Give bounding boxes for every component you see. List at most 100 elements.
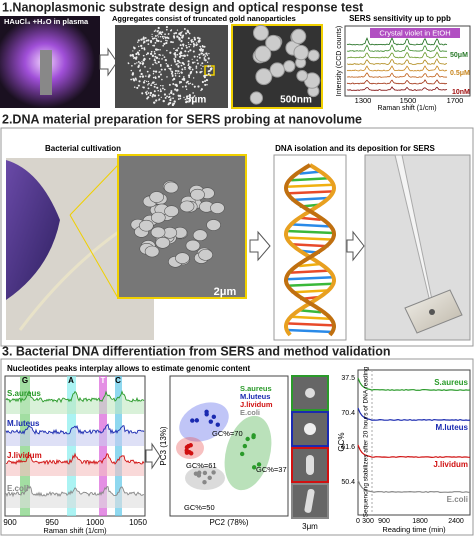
particle <box>154 70 158 73</box>
particle <box>164 33 166 36</box>
particle <box>199 45 201 48</box>
peak-label: T <box>101 376 106 385</box>
particle <box>164 68 167 71</box>
particle <box>183 54 186 57</box>
particle <box>159 35 162 38</box>
particle <box>188 45 191 48</box>
particle <box>181 68 184 71</box>
concentration-label: 0.5μM <box>450 70 470 77</box>
particle <box>146 90 148 92</box>
particle <box>137 84 140 87</box>
particle <box>180 47 183 50</box>
particle <box>174 55 177 58</box>
particle <box>167 65 170 67</box>
bacterium <box>149 191 164 203</box>
particle <box>170 72 173 75</box>
zoom-line <box>69 214 119 299</box>
x-axis-label: PC2 (78%) <box>209 518 248 527</box>
particle <box>157 75 161 78</box>
particle <box>153 59 156 62</box>
bacterium <box>192 229 208 242</box>
particle <box>163 42 166 46</box>
arrow <box>249 230 271 262</box>
particle <box>139 75 142 78</box>
particle <box>156 30 159 33</box>
pca-point <box>188 443 193 448</box>
particle <box>164 36 167 39</box>
spectrum <box>346 51 448 59</box>
spectrum <box>346 79 448 85</box>
particle <box>160 96 162 99</box>
base-pair <box>299 170 321 175</box>
particle <box>179 52 181 55</box>
arrow <box>145 442 161 470</box>
particle <box>178 36 181 40</box>
particle <box>151 37 155 40</box>
nanoparticle <box>255 68 273 86</box>
particle <box>193 55 196 58</box>
gc-label: GC%=37 <box>256 465 287 474</box>
nanoparticle <box>269 62 285 78</box>
particle <box>171 103 175 107</box>
particle <box>170 90 173 93</box>
particle <box>135 52 138 56</box>
particle <box>201 62 204 65</box>
particle <box>195 44 198 47</box>
particle <box>183 27 186 30</box>
gc-label: GC%=70 <box>212 429 243 438</box>
particle <box>200 52 203 55</box>
particle <box>167 103 170 106</box>
particle <box>134 77 137 80</box>
particle <box>205 74 208 77</box>
gc-trace <box>357 407 471 422</box>
particle <box>149 67 151 69</box>
particle <box>156 63 158 65</box>
particle <box>177 62 179 65</box>
particle <box>133 46 135 48</box>
particle <box>142 37 145 40</box>
particle <box>157 34 159 36</box>
strain-label: S.aureus <box>7 389 41 398</box>
particle <box>201 49 204 52</box>
particle <box>168 96 170 99</box>
pca-point <box>208 419 214 424</box>
scale-bar: 3μm <box>302 522 318 531</box>
particle <box>155 48 158 51</box>
particle <box>153 50 156 53</box>
particle <box>166 49 168 52</box>
gc-trace <box>357 479 471 494</box>
particle <box>159 31 162 35</box>
particle <box>153 94 157 97</box>
base-pair <box>291 223 329 228</box>
backbone <box>283 163 336 337</box>
particle <box>161 31 164 34</box>
particle <box>196 43 199 45</box>
strain-label: E.coli <box>447 495 468 504</box>
y-tick-label: 61.6 <box>341 444 355 451</box>
plasma-label: HAuCl₄ +H₂O in plasma <box>4 17 89 26</box>
particle <box>165 39 167 42</box>
particle <box>179 34 182 37</box>
legend-label: M.luteus <box>240 392 270 401</box>
particle <box>180 62 182 64</box>
nanoparticle <box>307 49 320 62</box>
particle <box>191 58 193 60</box>
particle <box>165 26 168 29</box>
particle <box>174 53 177 56</box>
gc-axes <box>357 369 471 516</box>
particle <box>143 47 146 50</box>
particle <box>162 54 164 56</box>
particle <box>162 44 165 47</box>
particle <box>194 61 196 63</box>
x-tick-label: 1000 <box>86 518 104 527</box>
particle <box>141 62 145 65</box>
particle <box>132 50 134 52</box>
y-axis-label: GC% <box>337 432 346 451</box>
x-tick-label: 1300 <box>355 96 372 105</box>
particle <box>195 65 198 68</box>
particle <box>174 72 177 75</box>
particle <box>189 82 192 84</box>
y-axis-label: PC3 (13%) <box>159 426 168 465</box>
particle <box>145 53 148 56</box>
particle <box>147 39 150 42</box>
